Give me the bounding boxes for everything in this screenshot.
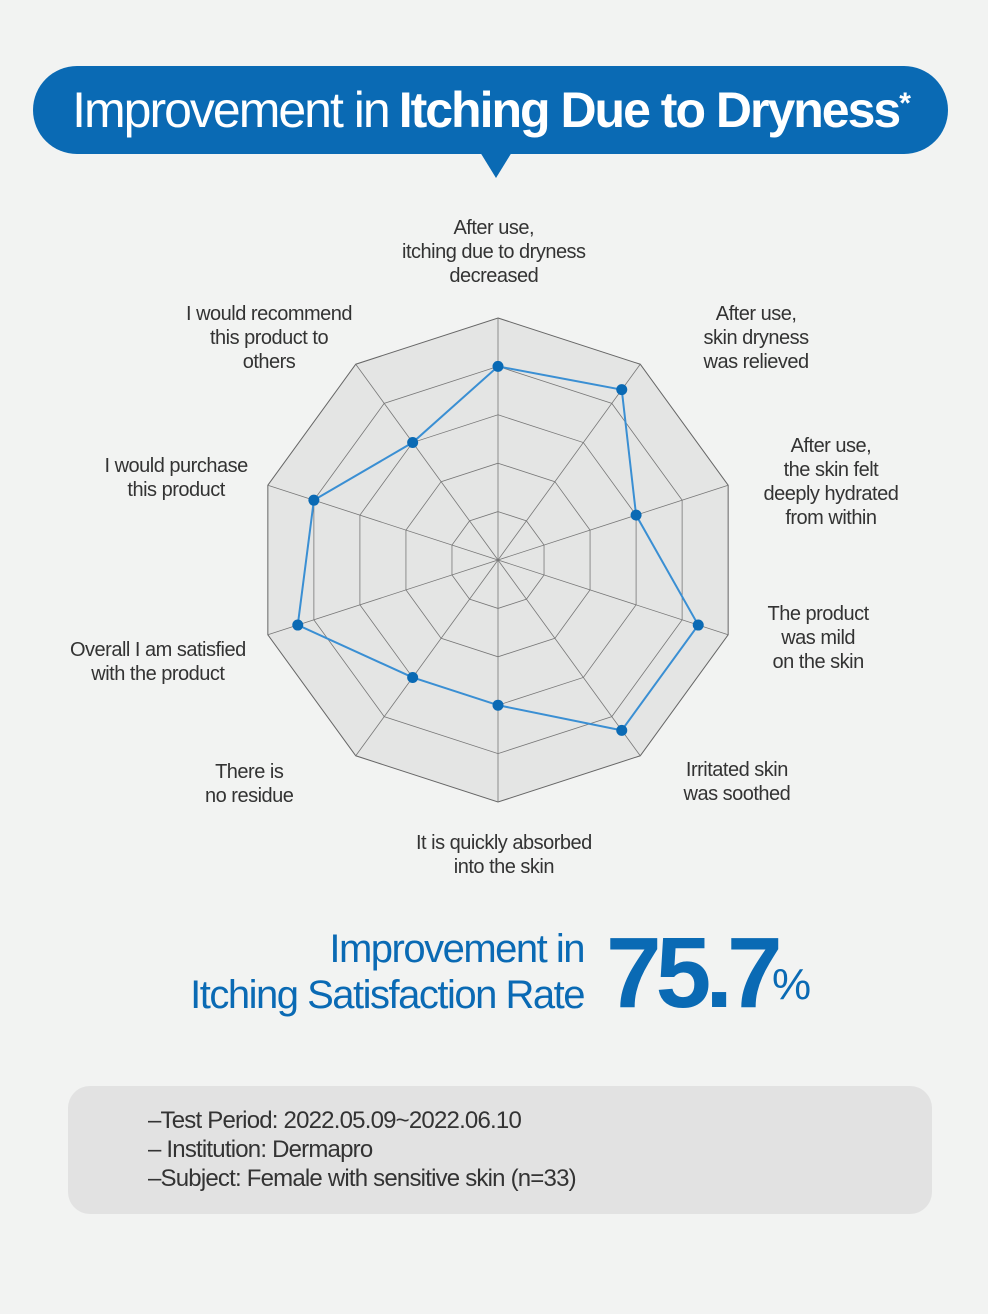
radar-axis-label: I would purchase this product <box>104 454 249 502</box>
radar-axis-label-line: decreased <box>449 265 539 287</box>
radar-data-point <box>630 509 642 521</box>
stat-label: Improvement in Itching Satisfaction Rate <box>190 926 585 1018</box>
radar-spoke <box>355 559 499 757</box>
radar-data-point <box>407 671 419 683</box>
stat-unit: % <box>772 960 812 1009</box>
radar-data-point <box>692 619 704 631</box>
radar-axis-label: It is quickly absorbed into the skin <box>416 831 592 879</box>
banner-pointer <box>480 152 512 178</box>
radar-axis-label-line: itching due to dryness <box>402 241 586 263</box>
radar-axis-label: After use, skin dryness was relieved <box>703 302 810 374</box>
radar-axis-label-line: I would recommend <box>186 303 353 325</box>
radar-axis-label-line: deeply hydrated <box>763 483 899 505</box>
radar-axis-label-line: was mild <box>781 627 856 649</box>
stat-value: 75.7 <box>606 917 783 1029</box>
radar-spoke <box>267 484 499 561</box>
radar-data-point <box>616 384 628 396</box>
radar-axis-label-line: this product to <box>209 327 329 349</box>
note-institution: – Institution: Dermapro <box>148 1136 373 1163</box>
radar-axis-label: I would recommend this product to others <box>186 302 353 374</box>
radar-spoke <box>497 559 729 636</box>
radar-chart <box>267 317 729 803</box>
title-asterisk: * <box>899 87 911 120</box>
radar-axis-label-line: I would purchase <box>104 455 249 477</box>
radar-axis-label-line: with the product <box>91 663 225 685</box>
radar-data-point <box>407 437 419 449</box>
radar-data-point <box>308 494 320 506</box>
radar-data-point <box>492 699 504 711</box>
note-subject: –Subject: Female with sensitive skin (n=… <box>148 1165 577 1192</box>
radar-axis-label: Overall I am satisfied with the product <box>70 638 246 686</box>
radar-axis-label-line: Irritated skin <box>685 759 788 781</box>
note-test-period: –Test Period: 2022.05.09~2022.06.10 <box>148 1107 522 1134</box>
radar-data-point <box>292 619 304 631</box>
radar-axis-label-line: others <box>242 351 296 373</box>
radar-axis-label-line: Overall I am satisfied <box>70 639 246 661</box>
radar-spoke <box>497 559 641 757</box>
radar-data-point <box>616 724 628 736</box>
radar-axis-label-line: skin dryness <box>703 327 810 349</box>
radar-axis-label-line: It is quickly absorbed <box>416 832 592 854</box>
radar-spoke <box>497 363 641 561</box>
radar-axis-label: Irritated skin was soothed <box>684 758 791 806</box>
radar-axis-label: There is no residue <box>205 760 294 808</box>
title-bold: Itching Due to Dryness <box>398 82 902 138</box>
radar-axis-label-line: was relieved <box>703 351 810 373</box>
stat-label-line1: Improvement in <box>329 927 585 971</box>
radar-axis-label-line: from within <box>785 507 877 529</box>
radar-axis-label-line: There is <box>215 761 284 783</box>
radar-axis-label-line: The product <box>767 603 870 625</box>
radar-data-point <box>492 360 504 372</box>
radar-axis-label-line: into the skin <box>453 856 555 878</box>
radar-axis-label-line: After use, <box>453 217 535 239</box>
radar-spoke <box>497 484 729 561</box>
title-banner: Improvement in Itching Due to Dryness * <box>33 66 948 154</box>
radar-axis-label-line: on the skin <box>772 651 865 673</box>
radar-axis-label-line: After use, <box>790 435 872 457</box>
radar-axis-label: After use, the skin felt deeply hydrated fr… <box>764 434 899 530</box>
stat-label-line2: Itching Satisfaction Rate <box>190 973 585 1017</box>
radar-axis-label-line: After use, <box>715 303 797 325</box>
radar-axis-label: The product was mild on the skin <box>767 602 870 674</box>
radar-spoke <box>267 559 499 636</box>
radar-spoke <box>355 363 499 561</box>
satisfaction-stat: Improvement in Itching Satisfaction Rate… <box>0 918 988 1038</box>
test-info-box: –Test Period: 2022.05.09~2022.06.10 – In… <box>68 1086 932 1214</box>
radar-axis-label: After use, itching due to dryness decrease… <box>402 216 586 288</box>
radar-axis-label-line: this product <box>127 479 225 501</box>
title-light: Improvement in <box>72 82 391 138</box>
radar-axis-label-line: was soothed <box>683 783 791 805</box>
radar-axis-label-line: the skin felt <box>783 459 879 481</box>
radar-axis-label-line: no residue <box>205 785 294 807</box>
